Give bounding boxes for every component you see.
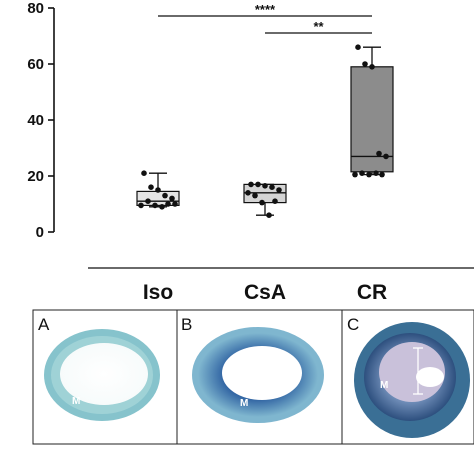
panel-label-b: B <box>181 315 192 334</box>
data-point <box>148 184 154 190</box>
data-point <box>269 184 275 190</box>
data-point <box>141 170 147 176</box>
data-point <box>165 201 171 207</box>
significance-label: ** <box>313 19 324 34</box>
significance-label: **** <box>255 2 276 17</box>
data-point <box>169 195 175 202</box>
vessel-lumen-a <box>60 343 148 405</box>
box-csa <box>243 181 287 218</box>
vessel-lumen-c <box>416 367 444 387</box>
data-point <box>272 198 278 204</box>
media-label-c: M <box>380 380 388 391</box>
data-point <box>359 170 365 176</box>
vessel-lumen-b <box>222 346 302 400</box>
data-point <box>155 187 161 193</box>
data-point <box>152 202 158 209</box>
y-tick-label: 0 <box>36 224 44 241</box>
data-point <box>162 192 168 199</box>
data-point <box>373 170 379 176</box>
data-point <box>352 171 358 178</box>
y-tick-label: 40 <box>27 112 44 129</box>
panel-label-a: A <box>38 315 50 334</box>
data-point <box>248 181 254 188</box>
box-cr <box>350 44 394 178</box>
data-point <box>138 202 144 209</box>
data-point <box>266 212 272 218</box>
significance-annotations: ****** <box>158 2 372 34</box>
panel-b: B M <box>176 309 343 445</box>
data-point <box>252 192 258 199</box>
panel-c: C M <box>341 309 474 445</box>
data-point <box>383 153 389 160</box>
data-point <box>276 187 282 193</box>
data-point <box>362 61 368 67</box>
neointima-c <box>379 342 445 402</box>
data-point <box>366 171 372 178</box>
data-point <box>145 198 151 204</box>
media-label-b: M <box>240 398 248 409</box>
data-point <box>355 44 361 50</box>
y-axis: 0 20 40 60 80 <box>27 0 55 241</box>
x-axis-categories: Iso CsA CR <box>143 281 387 304</box>
media-label-a: M <box>72 396 80 407</box>
data-point <box>172 201 178 207</box>
data-point <box>379 171 385 178</box>
data-point <box>376 150 382 157</box>
data-point <box>369 64 375 70</box>
panel-a: A M <box>32 309 178 445</box>
data-point <box>255 181 261 188</box>
category-label-cr: CR <box>357 281 387 304</box>
data-point <box>259 199 265 206</box>
data-point <box>245 190 251 196</box>
panel-label-c: C <box>347 315 359 334</box>
y-tick-label: 80 <box>27 0 44 17</box>
category-label-csa: CsA <box>244 281 286 304</box>
data-point <box>159 204 165 210</box>
data-point <box>262 183 268 189</box>
y-tick-label: 60 <box>27 56 44 73</box>
y-tick-label: 20 <box>27 168 44 185</box>
box-iso <box>136 170 180 210</box>
box-plot-area <box>136 44 394 218</box>
category-label-iso: Iso <box>143 281 173 304</box>
